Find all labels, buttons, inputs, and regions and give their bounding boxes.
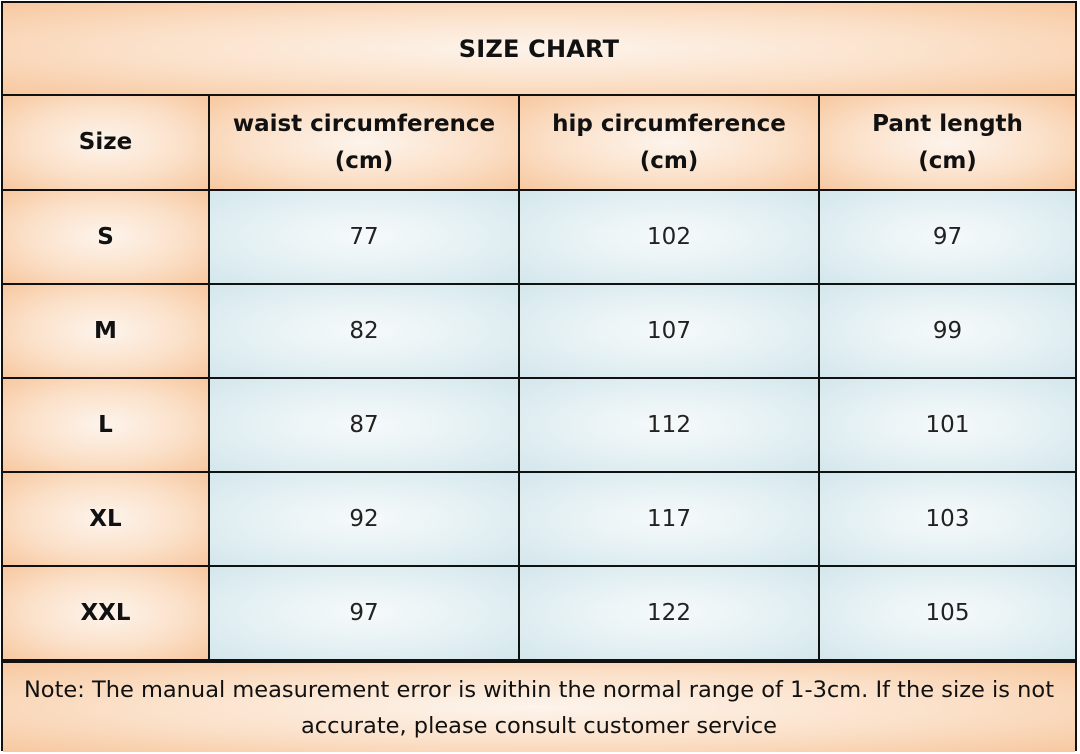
- header-size-label: Size: [78, 129, 133, 155]
- header-hip-label: hip circumference: [552, 110, 786, 137]
- waist-cell: 82: [208, 283, 520, 379]
- waist-cell: 92: [208, 471, 520, 567]
- header-row: Size waist circumference (cm) hip circum…: [3, 96, 1075, 191]
- table-row: L 87 112 101: [3, 377, 1075, 473]
- size-table: Size waist circumference (cm) hip circum…: [3, 96, 1075, 661]
- size-cell: S: [3, 190, 210, 285]
- waist-cell: 87: [208, 377, 520, 473]
- pant-length-cell: 97: [818, 190, 1075, 285]
- header-hip: hip circumference (cm): [518, 96, 820, 191]
- chart-title: SIZE CHART: [3, 3, 1075, 96]
- header-pant-unit: (cm): [918, 147, 977, 174]
- header-pant-length: Pant length (cm): [818, 96, 1075, 191]
- pant-length-cell: 103: [818, 471, 1075, 567]
- pant-length-cell: 99: [818, 283, 1075, 379]
- header-waist: waist circumference (cm): [208, 96, 520, 191]
- hip-cell: 107: [518, 283, 820, 379]
- measurement-note: Note: The manual measurement error is wi…: [3, 661, 1075, 752]
- table-row: XL 92 117 103: [3, 471, 1075, 567]
- size-cell: L: [3, 377, 210, 473]
- header-waist-unit: (cm): [334, 147, 394, 174]
- note-text: Note: The manual measurement error is wi…: [23, 676, 1055, 739]
- table-row: XXL 97 122 105: [3, 565, 1075, 661]
- header-size: Size: [3, 96, 210, 191]
- pant-length-cell: 105: [818, 565, 1075, 661]
- hip-cell: 122: [518, 565, 820, 661]
- hip-cell: 112: [518, 377, 820, 473]
- table-row: S 77 102 97: [3, 190, 1075, 285]
- hip-cell: 102: [518, 190, 820, 285]
- pant-length-cell: 101: [818, 377, 1075, 473]
- table-row: M 82 107 99: [3, 283, 1075, 379]
- hip-cell: 117: [518, 471, 820, 567]
- header-waist-label: waist circumference: [232, 110, 496, 137]
- waist-cell: 77: [208, 190, 520, 285]
- size-cell: XL: [3, 471, 210, 567]
- size-cell: M: [3, 283, 210, 379]
- waist-cell: 97: [208, 565, 520, 661]
- header-pant-label: Pant length: [872, 110, 1023, 137]
- header-hip-unit: (cm): [639, 147, 699, 174]
- size-cell: XXL: [3, 565, 210, 661]
